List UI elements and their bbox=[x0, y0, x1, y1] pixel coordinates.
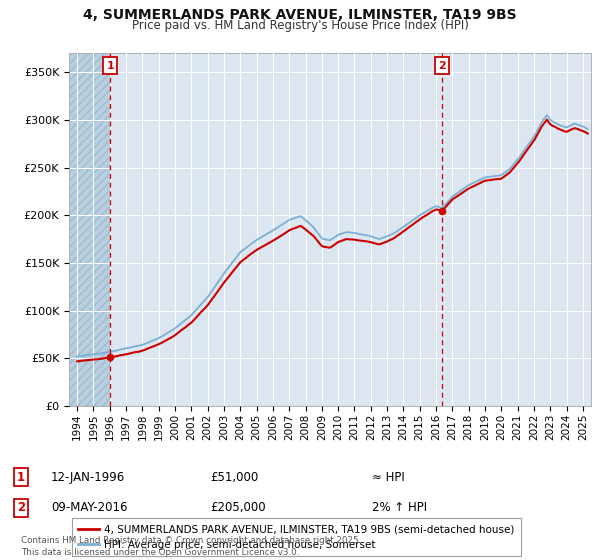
Legend: 4, SUMMERLANDS PARK AVENUE, ILMINSTER, TA19 9BS (semi-detached house), HPI: Aver: 4, SUMMERLANDS PARK AVENUE, ILMINSTER, T… bbox=[71, 519, 521, 556]
Text: 2: 2 bbox=[438, 60, 446, 71]
Text: 12-JAN-1996: 12-JAN-1996 bbox=[51, 470, 125, 484]
Text: 09-MAY-2016: 09-MAY-2016 bbox=[51, 501, 128, 515]
Text: £205,000: £205,000 bbox=[210, 501, 266, 515]
Text: 2: 2 bbox=[17, 501, 25, 515]
Text: 4, SUMMERLANDS PARK AVENUE, ILMINSTER, TA19 9BS: 4, SUMMERLANDS PARK AVENUE, ILMINSTER, T… bbox=[83, 8, 517, 22]
Bar bbox=[69, 53, 110, 406]
Text: Price paid vs. HM Land Registry's House Price Index (HPI): Price paid vs. HM Land Registry's House … bbox=[131, 19, 469, 32]
Text: 2% ↑ HPI: 2% ↑ HPI bbox=[372, 501, 427, 515]
Text: 1: 1 bbox=[17, 470, 25, 484]
Text: Contains HM Land Registry data © Crown copyright and database right 2025.
This d: Contains HM Land Registry data © Crown c… bbox=[21, 536, 361, 557]
Text: 1: 1 bbox=[107, 60, 115, 71]
Text: £51,000: £51,000 bbox=[210, 470, 258, 484]
Text: ≈ HPI: ≈ HPI bbox=[372, 470, 405, 484]
